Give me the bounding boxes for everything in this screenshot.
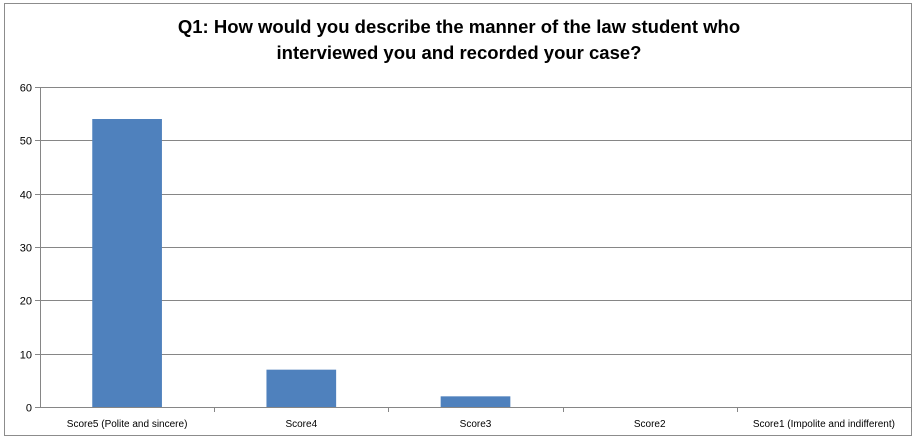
y-tick-label-20: 20 (20, 296, 32, 308)
y-tick-label-50: 50 (20, 136, 32, 148)
x-category-label-3: Score3 (460, 419, 492, 430)
y-tick-label-60: 60 (20, 83, 32, 95)
y-tick-label-0: 0 (26, 403, 32, 415)
bar-2 (266, 369, 337, 407)
x-category-label-4: Score2 (634, 419, 666, 430)
y-tick-label-10: 10 (20, 350, 32, 362)
bar-1 (92, 119, 162, 407)
y-tick-label-40: 40 (20, 190, 32, 202)
bar-3 (440, 396, 511, 407)
chart-title-line-1: Q1: How would you describe the manner of… (177, 16, 741, 37)
y-tick-label-30: 30 (20, 243, 32, 255)
chart-title-line-2: interviewed you and recorded your case? (276, 42, 642, 63)
x-category-label-2: Score4 (285, 419, 317, 430)
chart-title: Q1: How would you describe the manner of… (0, 14, 918, 66)
x-category-label-1: Score5 (Polite and sincere) (67, 419, 188, 430)
x-category-label-5: Score1 (Impolite and indifferent) (753, 419, 895, 430)
